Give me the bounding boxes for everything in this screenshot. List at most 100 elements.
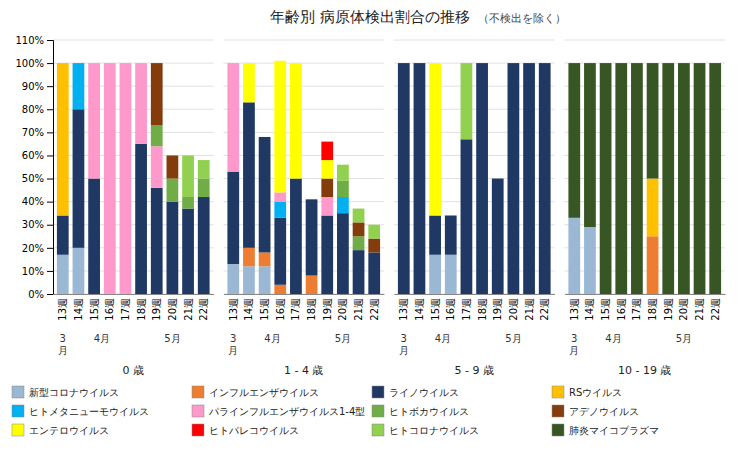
legend-label: ヒトコロナウイルス: [389, 425, 479, 436]
bar-segment: [523, 63, 535, 64]
x-tick-label: 16週: [616, 298, 627, 321]
grid: [53, 40, 214, 294]
legend-swatch: [372, 386, 384, 398]
month-label-line: 5月: [164, 333, 180, 344]
x-axis-line: [565, 294, 726, 295]
bar-segment: [227, 63, 239, 64]
bar-segment: [135, 63, 147, 64]
x-tick: 14週: [73, 298, 84, 321]
bar-segment: [227, 63, 239, 64]
bar-segment: [167, 155, 179, 156]
legend-label: RSウイルス: [569, 387, 622, 398]
bar-segment: [120, 63, 132, 64]
month-label-line: 5月: [676, 333, 692, 344]
x-tick-label: 16週: [275, 298, 286, 321]
bar-segment: [508, 63, 520, 64]
bar-segment: [57, 63, 69, 64]
x-tick-label: 20週: [337, 298, 348, 321]
panel: 13週14週15週16週17週18週19週20週21週22週3月4月5月5 - …: [394, 40, 555, 377]
bar-segment: [57, 215, 69, 254]
bar-segment: [290, 63, 302, 64]
legend-item: ヒトコロナウイルス: [372, 424, 479, 436]
x-tick: 16週: [104, 298, 115, 321]
legend-item: RSウイルス: [552, 386, 622, 398]
bar-segment: [57, 63, 69, 64]
bar-segment: [523, 63, 535, 64]
bar-segment: [508, 63, 520, 64]
bar-segment: [584, 227, 596, 294]
x-tick: 14週: [243, 298, 254, 321]
x-tick-label: 19週: [492, 298, 503, 321]
bar-segment: [321, 179, 333, 197]
bar-segment: [476, 63, 488, 64]
bar-segment: [337, 181, 349, 197]
bar-segment: [135, 144, 147, 294]
bar-segment: [151, 63, 163, 64]
bar-segment: [492, 179, 504, 294]
bar-segment: [568, 63, 580, 218]
month-label: 4月: [605, 333, 621, 344]
month-label: 3月: [58, 333, 68, 356]
bar-segment: [492, 178, 504, 179]
bar-segment: [694, 63, 706, 294]
x-tick-label: 14週: [73, 298, 84, 321]
bar-segment: [306, 199, 318, 200]
bars: [568, 63, 721, 294]
bar-segment: [259, 137, 271, 252]
y-tick: 100%: [15, 58, 53, 69]
bar-segment: [88, 63, 100, 64]
x-tick-label: 18週: [136, 298, 147, 321]
month-label-line: 月: [569, 345, 579, 356]
y-tick-label: 0%: [28, 289, 44, 300]
bar-segment: [151, 63, 163, 64]
bar-segment: [398, 63, 410, 64]
bar-segment: [539, 63, 551, 64]
x-tick-label: 13週: [398, 298, 409, 321]
bar-segment: [243, 248, 255, 266]
bar-segment: [198, 179, 210, 197]
x-tick: 15週: [600, 298, 611, 321]
bar-segment: [151, 63, 163, 64]
x-axis-title: 1 - 4 歳: [284, 364, 323, 377]
bar-segment: [445, 215, 457, 216]
bar-segment: [539, 63, 551, 64]
x-tick-label: 17週: [290, 298, 301, 321]
legend-swatch: [552, 386, 564, 398]
bar-segment: [259, 136, 271, 137]
bar-segment: [120, 63, 132, 64]
bar-segment: [539, 63, 551, 64]
bar-segment: [73, 63, 85, 64]
bar-segment: [290, 179, 302, 294]
month-label-line: 3: [401, 333, 407, 344]
x-tick: 21週: [183, 298, 194, 321]
x-tick-label: 14週: [243, 298, 254, 321]
legend-item: インフルエンザウイルス: [192, 386, 319, 398]
bar-segment: [274, 285, 286, 294]
legend-label: 新型コロナウイルス: [29, 387, 119, 398]
bar-segment: [492, 178, 504, 179]
x-tick-label: 21週: [183, 298, 194, 321]
month-label-line: 5月: [335, 333, 351, 344]
x-tick-label: 19週: [322, 298, 333, 321]
legend-item: エンテロウイルス: [12, 424, 109, 436]
bar-segment: [398, 63, 410, 64]
legend-swatch: [552, 424, 564, 436]
bar-segment: [104, 63, 116, 64]
bar-segment: [631, 63, 643, 294]
x-tick: 20週: [678, 298, 689, 321]
bar-segment: [182, 197, 194, 209]
title: 年齢別 病原体検出割合の推移: [270, 8, 470, 26]
bar-segment: [167, 155, 179, 156]
y-tick: 50%: [22, 173, 53, 184]
month-label-line: 3: [571, 333, 577, 344]
bar-segment: [523, 63, 535, 64]
bar-segment: [274, 218, 286, 285]
bar-series: [461, 63, 473, 139]
bar-segment: [135, 63, 147, 64]
x-tick: 16週: [616, 298, 627, 321]
bar-segment: [88, 63, 100, 64]
bar-segment: [414, 63, 426, 64]
bar-segment: [600, 63, 612, 294]
bar-segment: [73, 63, 85, 109]
bar-segment: [259, 136, 271, 137]
